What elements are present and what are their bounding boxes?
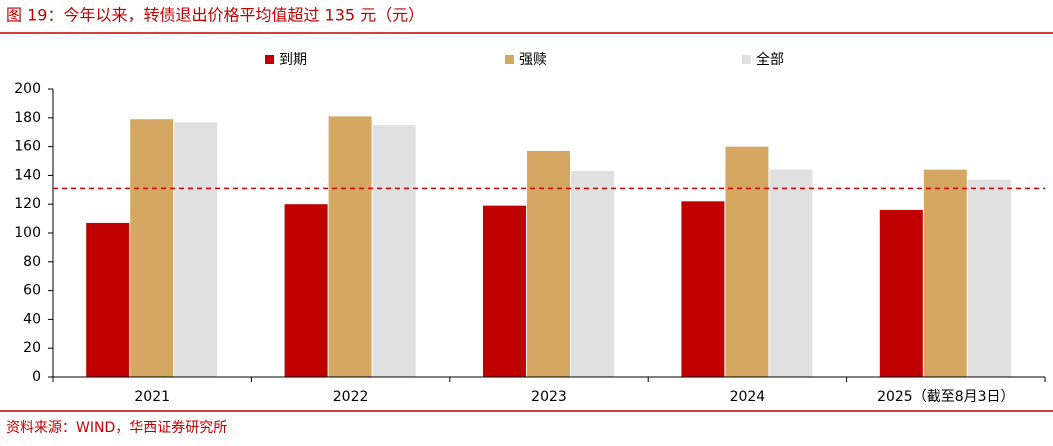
x-tick-label: 2023: [531, 389, 567, 405]
legend-swatch: [265, 55, 274, 64]
x-tick-label: 2022: [333, 389, 369, 405]
legend-label: 到期: [279, 52, 307, 68]
y-tick-label: 180: [14, 110, 41, 126]
y-tick-label: 120: [14, 196, 41, 212]
x-tick-label: 2021: [134, 389, 170, 405]
y-tick-label: 60: [23, 283, 41, 299]
bar: [571, 171, 614, 377]
bar: [86, 222, 130, 377]
bar: [725, 146, 769, 377]
bar: [483, 205, 526, 377]
bar: [879, 209, 923, 377]
legend-label: 全部: [756, 51, 784, 68]
bar: [923, 169, 967, 377]
y-tick-label: 40: [23, 311, 41, 327]
legend-swatch: [505, 55, 514, 64]
bar: [174, 122, 218, 378]
x-tick-label: 2025（截至8月3日）: [877, 389, 1014, 405]
bar: [130, 119, 174, 378]
y-tick-label: 160: [14, 139, 41, 155]
bar: [527, 150, 570, 377]
y-tick-label: 100: [14, 225, 41, 241]
bar: [372, 125, 416, 377]
x-tick-label: 2024: [730, 389, 766, 405]
y-tick-label: 80: [23, 254, 41, 270]
bar: [681, 201, 725, 377]
source: 资料来源：WIND，华西证券研究所: [6, 420, 227, 436]
legend-label: 强赎: [519, 51, 547, 68]
chart-title: 图 19：今年以来，转债退出价格平均值超过 135 元（元）: [6, 6, 424, 25]
bar: [769, 169, 813, 377]
y-tick-label: 20: [23, 340, 41, 356]
bar: [284, 204, 328, 377]
bar: [328, 116, 372, 378]
y-tick-label: 200: [14, 81, 41, 97]
y-tick-label: 140: [14, 167, 41, 183]
bar: [967, 179, 1011, 377]
y-tick-label: 0: [32, 369, 41, 385]
legend-swatch: [742, 55, 751, 64]
